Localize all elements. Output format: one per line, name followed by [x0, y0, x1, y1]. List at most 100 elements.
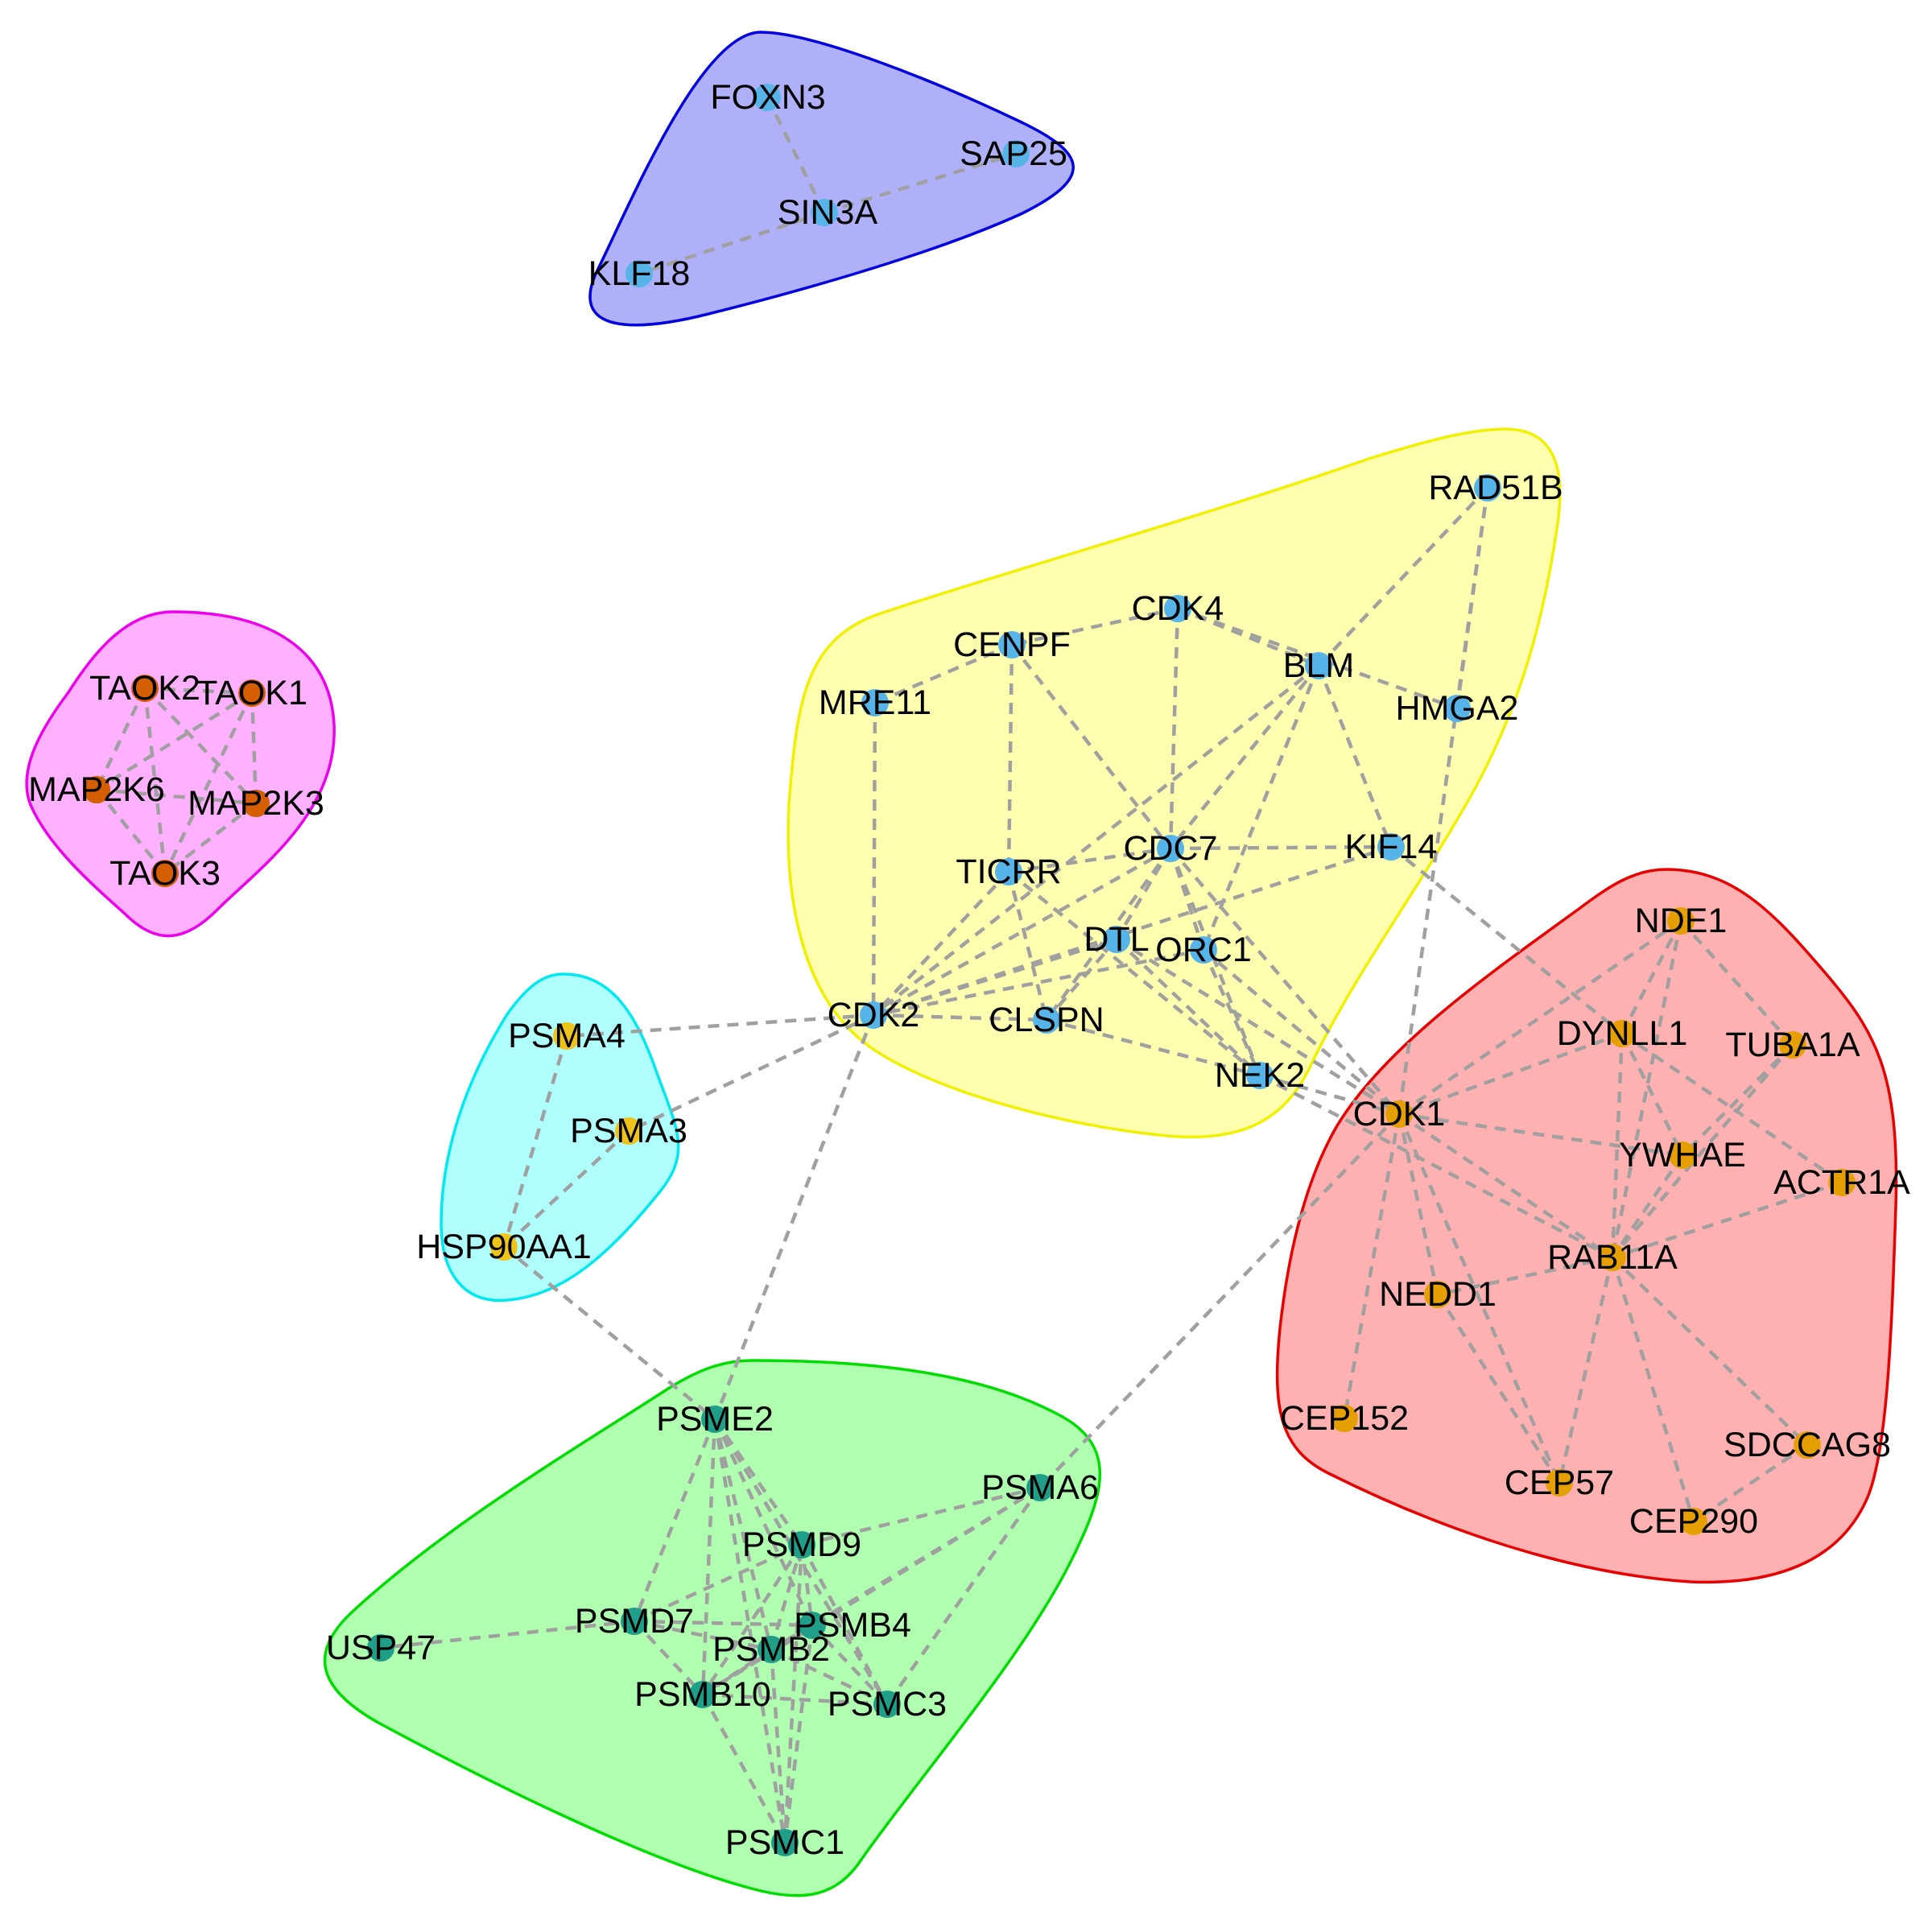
- node-psmb2[interactable]: [758, 1636, 785, 1663]
- node-label-map2k3: MAP2K3: [188, 784, 324, 823]
- edge-ywhae-rab11a: [1611, 1154, 1684, 1259]
- node-label-cdk4: CDK4: [1132, 589, 1224, 628]
- node-klf18[interactable]: [625, 260, 653, 287]
- node-taok3[interactable]: [151, 860, 179, 887]
- node-cep152[interactable]: [1331, 1405, 1358, 1432]
- node-psmd7[interactable]: [621, 1608, 648, 1635]
- node-dynll1[interactable]: [1608, 1020, 1636, 1047]
- node-label-blm: BLM: [1283, 646, 1354, 685]
- edge-foxn3-sin3a: [765, 96, 827, 214]
- node-map2k6[interactable]: [83, 776, 110, 803]
- node-nde1[interactable]: [1667, 907, 1695, 935]
- node-sap25[interactable]: [1002, 140, 1030, 167]
- edge-cdc7-nek2: [1168, 848, 1262, 1076]
- node-cdc7[interactable]: [1157, 835, 1184, 862]
- node-clspn[interactable]: [1033, 1006, 1060, 1034]
- edge-cdk1-cep152: [1342, 1113, 1402, 1419]
- node-ywhae[interactable]: [1669, 1141, 1696, 1169]
- node-orc1[interactable]: [1190, 936, 1217, 964]
- node-label-cep57: CEP57: [1505, 1463, 1614, 1502]
- edge-dynll1-cdk1: [1398, 1031, 1623, 1117]
- edge-blm-kif14: [1316, 665, 1393, 848]
- node-cep290[interactable]: [1680, 1508, 1707, 1535]
- edge-psmb4-psmb10: [701, 1624, 814, 1696]
- node-ticrr[interactable]: [995, 858, 1022, 886]
- edge-psme2-psmb10: [700, 1418, 717, 1695]
- node-cep57[interactable]: [1546, 1469, 1573, 1496]
- node-label-ywhae: YWHAE: [1619, 1136, 1746, 1174]
- node-foxn3[interactable]: [753, 84, 781, 111]
- node-actr1a[interactable]: [1828, 1169, 1856, 1196]
- node-tuba1a[interactable]: [1779, 1031, 1806, 1059]
- edge-taok1-taok3: [163, 692, 254, 874]
- edge-kif14-dynll1: [1389, 845, 1624, 1035]
- node-map2k3[interactable]: [242, 790, 270, 817]
- node-label-rad51b: RAD51B: [1428, 469, 1563, 507]
- edge-psmd7-psmb2: [634, 1619, 772, 1652]
- node-rab11a[interactable]: [1599, 1244, 1626, 1271]
- node-mre11[interactable]: [861, 689, 889, 716]
- edge-nek2-cdk1: [1259, 1073, 1400, 1117]
- node-sdccag8[interactable]: [1794, 1431, 1821, 1459]
- edge-clspn-nek2: [1046, 1018, 1261, 1078]
- node-cenpf[interactable]: [998, 631, 1026, 658]
- node-psmd9[interactable]: [788, 1531, 815, 1558]
- edge-sdccag8-cep290: [1692, 1443, 1809, 1523]
- edge-rad51b-cdk1: [1397, 487, 1490, 1115]
- node-taok2[interactable]: [131, 675, 159, 702]
- node-label-sdccag8: SDCCAG8: [1724, 1426, 1891, 1464]
- node-kif14[interactable]: [1377, 833, 1405, 861]
- node-usp47[interactable]: [367, 1634, 394, 1662]
- node-label-actr1a: ACTR1A: [1773, 1163, 1910, 1202]
- node-cdk1[interactable]: [1385, 1100, 1413, 1128]
- node-sin3a[interactable]: [811, 199, 838, 226]
- node-label-cdk1: CDK1: [1353, 1095, 1446, 1133]
- edge-hsp90aa1-psme2: [502, 1245, 716, 1421]
- node-rad51b[interactable]: [1474, 474, 1501, 502]
- node-label-psma3: PSMA3: [570, 1112, 687, 1150]
- node-label-tuba1a: TUBA1A: [1725, 1026, 1860, 1064]
- node-blm[interactable]: [1305, 652, 1332, 679]
- node-psma3[interactable]: [615, 1117, 642, 1145]
- edge-map2k6-map2k3: [96, 787, 257, 806]
- edge-psme2-psmd7: [632, 1418, 717, 1622]
- edge-rab11a-sdccag8: [1611, 1256, 1809, 1447]
- node-label-taok2: TAOK2: [89, 669, 200, 708]
- node-cdk4[interactable]: [1164, 595, 1191, 622]
- node-nek2[interactable]: [1246, 1062, 1274, 1089]
- node-dtl[interactable]: [1103, 926, 1130, 953]
- edge-psme2-psmc1: [712, 1418, 787, 1843]
- node-label-orc1: ORC1: [1155, 931, 1251, 969]
- node-psmc3[interactable]: [873, 1690, 901, 1718]
- node-taok1[interactable]: [238, 679, 266, 707]
- edge-psmb2-psmc1: [769, 1649, 787, 1843]
- node-label-kif14: KIF14: [1345, 828, 1438, 866]
- node-psmb4[interactable]: [799, 1612, 826, 1639]
- node-label-cdk2: CDK2: [828, 996, 920, 1034]
- edge-psmd9-psmb10: [701, 1543, 803, 1696]
- edge-psmd9-psmc1: [782, 1544, 804, 1843]
- node-label-psma6: PSMA6: [981, 1468, 1099, 1507]
- edge-cdc7-dtl: [1115, 847, 1172, 941]
- node-hmga2[interactable]: [1443, 695, 1471, 722]
- edge-dtl-nek2: [1115, 938, 1261, 1077]
- node-hsp90aa1[interactable]: [490, 1233, 518, 1261]
- node-psma4[interactable]: [553, 1022, 580, 1050]
- edge-psma3-hsp90aa1: [502, 1129, 630, 1249]
- node-psmb10[interactable]: [689, 1681, 716, 1708]
- node-nedd1[interactable]: [1424, 1281, 1451, 1308]
- edge-psmd7-psmb10: [633, 1620, 704, 1696]
- node-psma6[interactable]: [1026, 1474, 1054, 1501]
- edge-cdc7-cdk1: [1169, 847, 1401, 1116]
- edge-psma6-psmc3: [886, 1486, 1042, 1706]
- cluster-hull-red: [1275, 868, 1898, 1584]
- node-psmc1[interactable]: [771, 1829, 799, 1856]
- node-label-sin3a: SIN3A: [778, 193, 878, 232]
- node-label-mre11: MRE11: [819, 683, 931, 722]
- node-psme2[interactable]: [701, 1406, 729, 1433]
- node-label-psmb2: PSMB2: [712, 1630, 830, 1669]
- edge-nde1-tuba1a: [1679, 919, 1794, 1046]
- node-cdk2[interactable]: [860, 1001, 887, 1029]
- edges: [94, 96, 1843, 1844]
- node-label-foxn3: FOXN3: [710, 78, 825, 117]
